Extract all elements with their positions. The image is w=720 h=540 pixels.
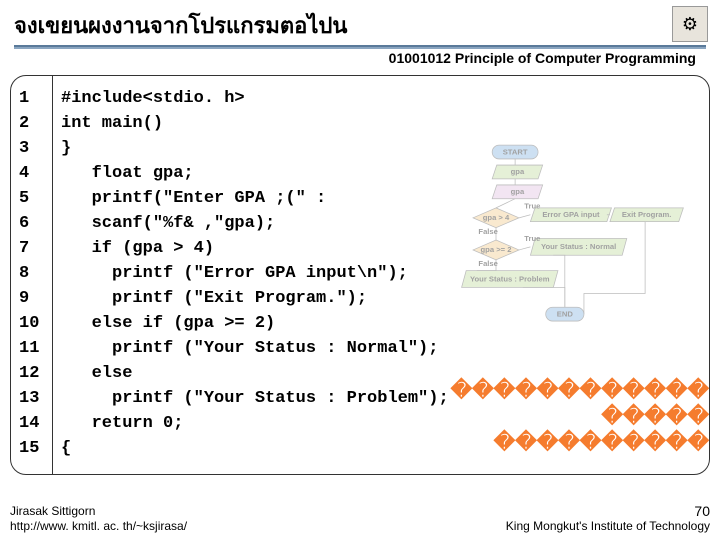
- footer-right: 70 King Mongkut's Institute of Technolog…: [506, 504, 710, 534]
- page-title: จงเขยนผงงานจากโปรแกรมตอไปน: [14, 8, 706, 43]
- gear-icon: ⚙: [672, 6, 708, 42]
- institute: King Mongkut's Institute of Technology: [506, 519, 710, 534]
- footer: Jirasak Sittigorn http://www. kmitl. ac.…: [10, 504, 710, 534]
- line-numbers: 123456789101112131415: [11, 76, 53, 474]
- page-number: 70: [506, 504, 710, 519]
- author-url: http://www. kmitl. ac. th/~ksjirasa/: [10, 519, 187, 534]
- code-area: STARTgpagpagpa > 4Error GPA inputExit Pr…: [53, 76, 709, 474]
- code-panel: 123456789101112131415 STARTgpagpagpa > 4…: [10, 75, 710, 475]
- course-code: 01001012 Principle of Computer Programmi…: [14, 49, 706, 67]
- author-name: Jirasak Sittigorn: [10, 504, 187, 519]
- code-text: #include<stdio. h> int main() } float gp…: [61, 86, 701, 461]
- footer-left: Jirasak Sittigorn http://www. kmitl. ac.…: [10, 504, 187, 534]
- header: จงเขยนผงงานจากโปรแกรมตอไปน ⚙ 01001012 Pr…: [0, 0, 720, 69]
